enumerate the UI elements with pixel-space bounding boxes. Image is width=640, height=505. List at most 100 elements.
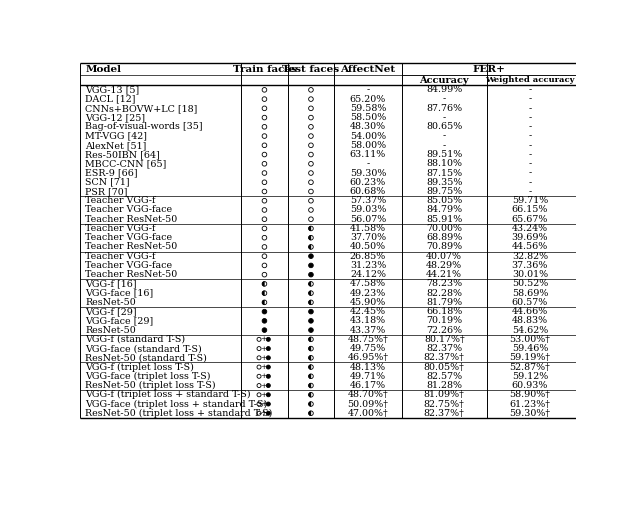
Text: 80.65%: 80.65% bbox=[426, 122, 462, 131]
Text: 65.67%: 65.67% bbox=[512, 215, 548, 224]
Text: 57.37%: 57.37% bbox=[350, 196, 386, 205]
Wedge shape bbox=[308, 337, 311, 342]
Text: 85.91%: 85.91% bbox=[426, 215, 462, 224]
Circle shape bbox=[262, 328, 267, 332]
Text: 65.20%: 65.20% bbox=[350, 94, 386, 104]
Text: 44.66%: 44.66% bbox=[512, 307, 548, 316]
Wedge shape bbox=[308, 383, 311, 388]
Wedge shape bbox=[308, 346, 311, 351]
Circle shape bbox=[308, 401, 313, 407]
Text: -: - bbox=[528, 159, 531, 168]
Wedge shape bbox=[308, 411, 311, 416]
Text: ResNet-50: ResNet-50 bbox=[85, 326, 136, 335]
Text: 40.50%: 40.50% bbox=[350, 242, 386, 251]
Text: 82.37%†: 82.37%† bbox=[424, 354, 465, 362]
Text: ResNet-50 (standard T-S): ResNet-50 (standard T-S) bbox=[85, 354, 207, 362]
Text: 70.19%: 70.19% bbox=[426, 316, 462, 325]
Circle shape bbox=[308, 411, 313, 416]
Text: 31.23%: 31.23% bbox=[350, 261, 386, 270]
Text: CNNs+BOVW+LC [18]: CNNs+BOVW+LC [18] bbox=[85, 104, 198, 113]
Wedge shape bbox=[308, 282, 311, 286]
Text: 89.75%: 89.75% bbox=[426, 187, 462, 196]
Text: 60.93%: 60.93% bbox=[512, 381, 548, 390]
Circle shape bbox=[262, 319, 267, 323]
Wedge shape bbox=[308, 235, 311, 240]
Text: -: - bbox=[528, 132, 531, 140]
Text: 82.37%†: 82.37%† bbox=[424, 409, 465, 418]
Text: 82.75%†: 82.75%† bbox=[424, 399, 465, 409]
Text: DACL [12]: DACL [12] bbox=[85, 94, 136, 104]
Text: Teacher VGG-f: Teacher VGG-f bbox=[85, 224, 156, 233]
Text: 48.70%†: 48.70%† bbox=[348, 390, 388, 399]
Text: VGG-face (triplet loss T-S): VGG-face (triplet loss T-S) bbox=[85, 372, 211, 381]
Text: 58.69%: 58.69% bbox=[512, 289, 548, 297]
Text: 60.57%: 60.57% bbox=[512, 298, 548, 307]
Circle shape bbox=[308, 272, 313, 277]
Text: MBCC-CNN [65]: MBCC-CNN [65] bbox=[85, 159, 167, 168]
Text: 52.87%†: 52.87%† bbox=[509, 363, 550, 372]
Text: -: - bbox=[528, 178, 531, 187]
Text: 49.23%: 49.23% bbox=[350, 289, 386, 297]
Circle shape bbox=[308, 282, 313, 286]
Text: ResNet-50 (triplet loss + standard T-S): ResNet-50 (triplet loss + standard T-S) bbox=[85, 409, 273, 418]
Text: +: + bbox=[260, 382, 266, 389]
Text: 46.95%†: 46.95%† bbox=[348, 354, 388, 362]
Text: 37.70%: 37.70% bbox=[350, 233, 386, 242]
Text: 60.23%: 60.23% bbox=[350, 178, 386, 187]
Text: VGG-face [16]: VGG-face [16] bbox=[85, 289, 154, 297]
Wedge shape bbox=[308, 374, 311, 379]
Text: 59.30%†: 59.30%† bbox=[509, 409, 550, 418]
Text: VGG-13 [5]: VGG-13 [5] bbox=[85, 85, 140, 94]
Text: 59.19%†: 59.19%† bbox=[509, 354, 550, 362]
Text: VGG-12 [25]: VGG-12 [25] bbox=[85, 113, 145, 122]
Text: 89.35%: 89.35% bbox=[426, 178, 463, 187]
Text: 48.75%†: 48.75%† bbox=[348, 335, 388, 344]
Text: 30.01%: 30.01% bbox=[512, 270, 548, 279]
Wedge shape bbox=[308, 244, 311, 249]
Text: +: + bbox=[260, 400, 266, 408]
Text: Weighted accuracy: Weighted accuracy bbox=[485, 76, 575, 84]
Text: 54.00%: 54.00% bbox=[350, 132, 386, 140]
Text: SCN [71]: SCN [71] bbox=[85, 178, 130, 187]
Text: 50.09%†: 50.09%† bbox=[348, 399, 388, 409]
Text: Teacher ResNet-50: Teacher ResNet-50 bbox=[85, 270, 178, 279]
Text: 59.12%: 59.12% bbox=[512, 372, 548, 381]
Text: -: - bbox=[443, 94, 446, 104]
Text: Model: Model bbox=[85, 65, 122, 74]
Text: 88.10%: 88.10% bbox=[426, 159, 462, 168]
Wedge shape bbox=[262, 291, 264, 295]
Text: 58.00%: 58.00% bbox=[350, 141, 386, 150]
Text: 82.37%: 82.37% bbox=[426, 344, 462, 353]
Text: Test faces: Test faces bbox=[282, 65, 339, 74]
Text: 24.12%: 24.12% bbox=[350, 270, 386, 279]
Text: 66.18%: 66.18% bbox=[426, 307, 462, 316]
Text: 48.13%: 48.13% bbox=[350, 363, 386, 372]
Text: 48.30%: 48.30% bbox=[350, 122, 386, 131]
Circle shape bbox=[308, 374, 313, 379]
Text: -: - bbox=[443, 113, 446, 122]
Text: +: + bbox=[260, 409, 266, 417]
Text: VGG-f [16]: VGG-f [16] bbox=[85, 279, 137, 288]
Text: 59.03%: 59.03% bbox=[349, 206, 386, 215]
Circle shape bbox=[308, 383, 313, 388]
Text: 43.18%: 43.18% bbox=[350, 316, 386, 325]
Text: 59.71%: 59.71% bbox=[512, 196, 548, 205]
Text: Bag-of-visual-words [35]: Bag-of-visual-words [35] bbox=[85, 122, 203, 131]
Wedge shape bbox=[308, 365, 311, 369]
Text: VGG-f [29]: VGG-f [29] bbox=[85, 307, 137, 316]
Text: -: - bbox=[528, 104, 531, 113]
Circle shape bbox=[262, 291, 267, 295]
Circle shape bbox=[308, 291, 313, 295]
Text: VGG-face (standard T-S): VGG-face (standard T-S) bbox=[85, 344, 202, 353]
Text: Teacher ResNet-50: Teacher ResNet-50 bbox=[85, 215, 178, 224]
Text: -: - bbox=[528, 94, 531, 104]
Text: 81.79%: 81.79% bbox=[426, 298, 462, 307]
Text: 85.05%: 85.05% bbox=[426, 196, 462, 205]
Circle shape bbox=[266, 356, 270, 360]
Text: 82.57%: 82.57% bbox=[426, 372, 462, 381]
Text: 60.68%: 60.68% bbox=[350, 187, 386, 196]
Wedge shape bbox=[262, 282, 264, 286]
Text: 42.45%: 42.45% bbox=[350, 307, 386, 316]
Text: 44.56%: 44.56% bbox=[512, 242, 548, 251]
Circle shape bbox=[308, 254, 313, 259]
